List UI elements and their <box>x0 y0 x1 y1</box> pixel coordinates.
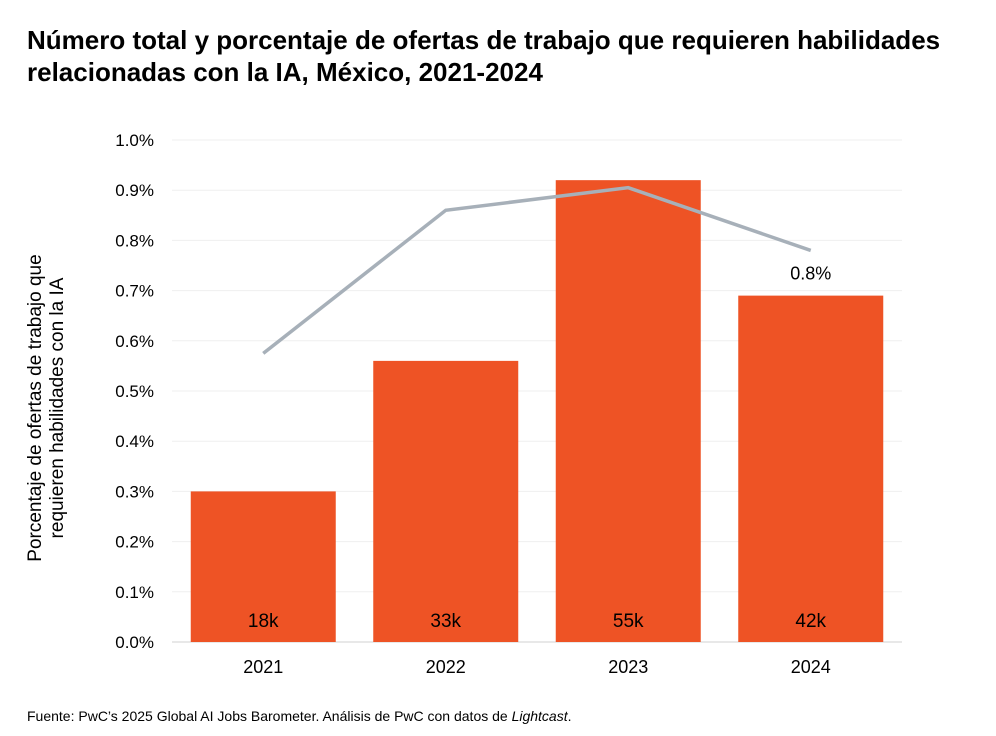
bar-2023 <box>555 180 701 642</box>
bar-2024 <box>738 295 884 642</box>
bar-2022 <box>373 360 519 642</box>
y-tick-label: 0.8% <box>115 231 154 250</box>
y-tick-label: 1.0% <box>115 131 154 150</box>
bar-data-label: 33k <box>430 611 461 632</box>
y-tick-label: 0.5% <box>115 382 154 401</box>
source-note: Fuente: PwC’s 2025 Global AI Jobs Barome… <box>27 708 572 724</box>
x-axis-ticks: 2021 2022 2023 2024 <box>243 657 831 677</box>
bar-data-label: 42k <box>795 611 826 632</box>
chart-area: 0.0% 0.1% 0.2% 0.3% 0.4% 0.5% 0.6% 0.7% 0.8% 0.9%… <box>115 131 902 677</box>
y-tick-label: 0.7% <box>115 282 154 301</box>
bar-data-label: 18k <box>248 611 279 632</box>
bar-2021 <box>190 491 336 642</box>
y-tick-label: 0.1% <box>115 583 154 602</box>
y-tick-label: 0.4% <box>115 432 154 451</box>
y-tick-label: 0.0% <box>115 633 154 652</box>
line-series-path <box>262 185 812 355</box>
bar-data-label: 55k <box>613 611 644 632</box>
source-text: PwC’s 2025 Global AI Jobs Barometer. Aná… <box>78 708 508 724</box>
y-tick-label: 0.6% <box>115 332 154 351</box>
x-tick-label: 2021 <box>243 657 283 677</box>
chart-title: Número total y porcentaje de ofertas de … <box>27 25 941 87</box>
bars: 18k 33k 55k 42k <box>190 180 884 642</box>
source-suffix: . <box>567 708 572 724</box>
source-prefix: Fuente: <box>27 708 75 724</box>
y-tick-label: 0.3% <box>115 482 154 501</box>
line-data-label: 0.8% <box>790 263 831 283</box>
source-italic: Lightcast <box>511 708 568 724</box>
y-axis-ticks: 0.0% 0.1% 0.2% 0.3% 0.4% 0.5% 0.6% 0.7% 0.8% 0.9%… <box>115 131 154 652</box>
x-tick-label: 2024 <box>791 657 831 677</box>
y-tick-label: 0.2% <box>115 533 154 552</box>
x-tick-label: 2023 <box>608 657 648 677</box>
line-series: 0.8% <box>262 185 831 355</box>
x-tick-label: 2022 <box>426 657 466 677</box>
y-tick-label: 0.9% <box>115 181 154 200</box>
